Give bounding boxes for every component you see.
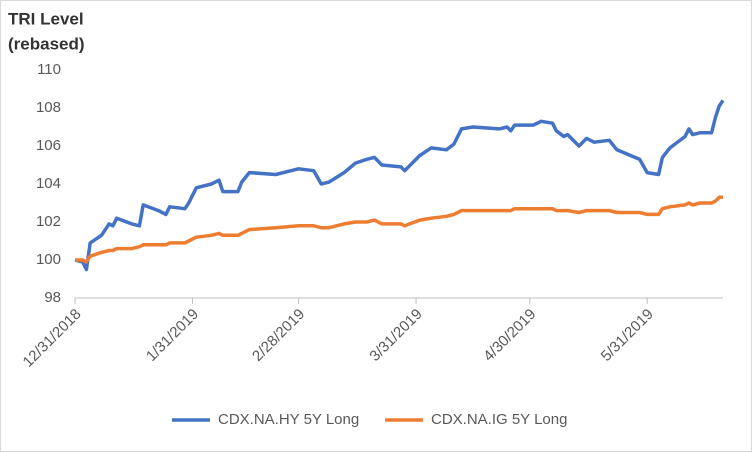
line-series	[74, 99, 725, 272]
legend-label: CDX.NA.IG 5Y Long	[431, 411, 567, 428]
y-tick-label: 108	[36, 99, 61, 116]
line-series	[75, 195, 723, 264]
y-tick-label: 98	[44, 289, 61, 306]
y-tick-label: 104	[36, 175, 61, 192]
y-tick-label: 106	[36, 137, 61, 154]
y-tick-label: 102	[36, 213, 61, 230]
legend-label: CDX.NA.HY 5Y Long	[218, 411, 359, 428]
y-tick-label: 100	[36, 251, 61, 268]
y-axis-title: TRI Level	[8, 9, 84, 28]
y-axis-title: (rebased)	[8, 34, 85, 53]
y-tick-label: 110	[37, 61, 61, 78]
